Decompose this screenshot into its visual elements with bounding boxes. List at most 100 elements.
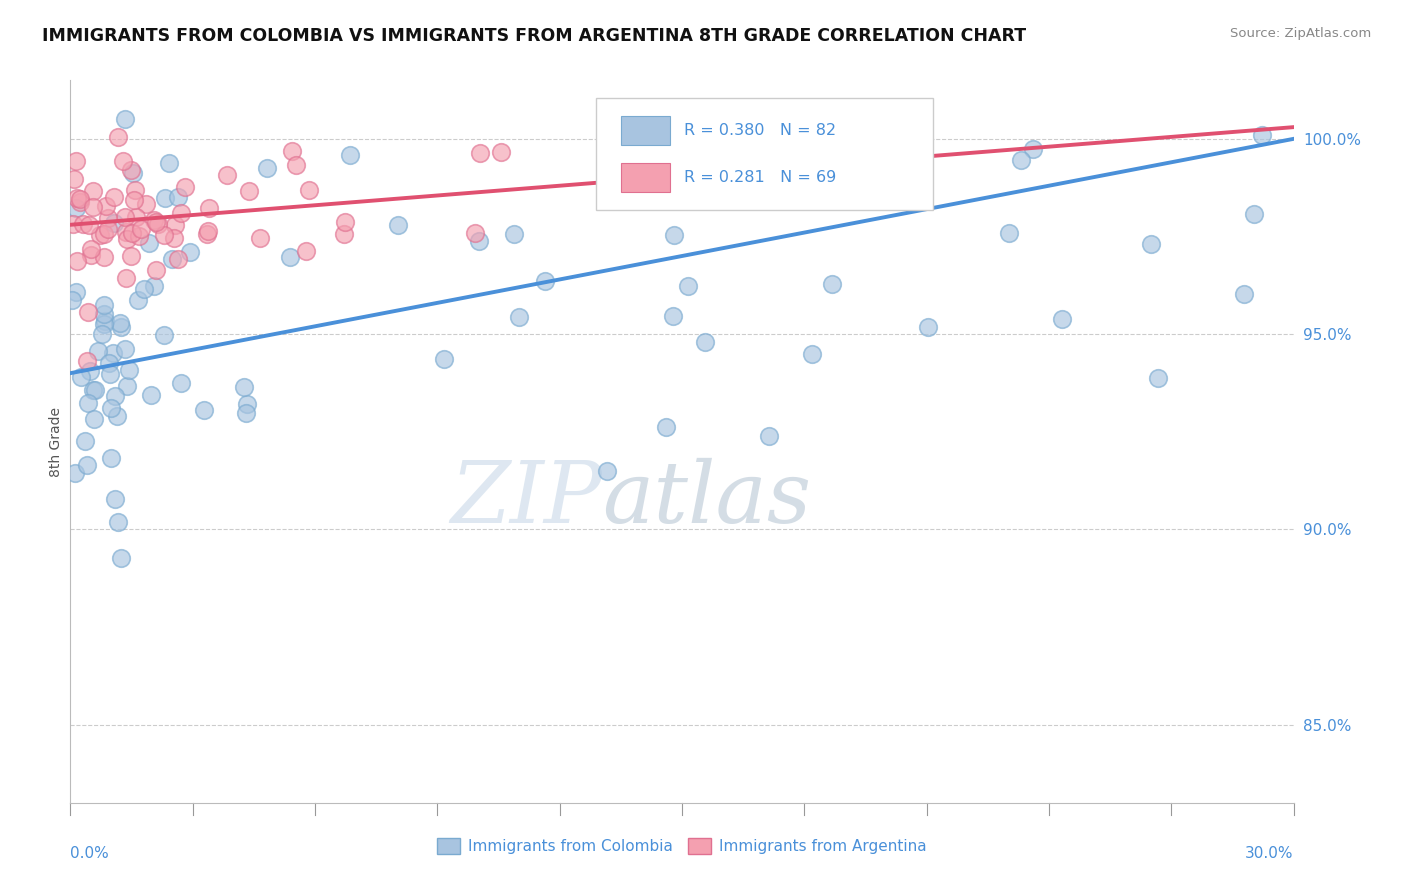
Point xyxy=(256,161,278,176)
Point xyxy=(114,211,136,225)
Text: IMMIGRANTS FROM COLOMBIA VS IMMIGRANTS FROM ARGENTINA 8TH GRADE CORRELATION CHAR: IMMIGRANTS FROM COLOMBIA VS IMMIGRANTS F… xyxy=(42,27,1026,45)
Point xyxy=(100,401,122,416)
Point xyxy=(114,225,136,239)
Point xyxy=(124,210,146,224)
Point xyxy=(103,216,125,230)
Point xyxy=(100,450,122,465)
Point xyxy=(170,376,193,390)
Text: R = 0.281   N = 69: R = 0.281 N = 69 xyxy=(685,170,837,186)
Point xyxy=(174,180,197,194)
Point xyxy=(1251,128,1274,143)
Point xyxy=(153,191,176,205)
Point xyxy=(163,230,186,244)
Point xyxy=(179,245,201,260)
Point xyxy=(508,310,530,324)
Point xyxy=(468,235,491,249)
Point xyxy=(1010,153,1032,167)
Point xyxy=(249,231,271,245)
Point xyxy=(145,263,167,277)
Point xyxy=(153,228,176,243)
Point xyxy=(127,293,149,308)
Point xyxy=(108,316,131,330)
Point xyxy=(866,113,889,128)
Point xyxy=(1146,371,1168,385)
Point xyxy=(62,217,84,231)
Point xyxy=(80,248,103,262)
Point xyxy=(73,434,96,449)
Point xyxy=(97,221,120,235)
Point xyxy=(998,226,1021,240)
Point xyxy=(1050,312,1073,326)
Point xyxy=(129,222,152,236)
Point xyxy=(120,162,142,177)
Y-axis label: 8th Grade: 8th Grade xyxy=(49,407,63,476)
Point xyxy=(596,464,619,478)
Point xyxy=(65,154,87,169)
Point xyxy=(433,351,456,366)
Point xyxy=(810,164,832,178)
Point xyxy=(197,201,219,215)
Point xyxy=(238,185,260,199)
Point xyxy=(235,397,257,411)
Point xyxy=(1022,142,1045,156)
Point xyxy=(110,550,132,565)
Point xyxy=(79,364,101,378)
Point xyxy=(233,380,256,394)
Point xyxy=(114,342,136,356)
Point xyxy=(166,189,188,203)
FancyBboxPatch shape xyxy=(596,98,932,211)
Point xyxy=(166,252,188,266)
Point xyxy=(63,172,86,186)
Point xyxy=(112,154,135,169)
Point xyxy=(83,411,105,425)
Point xyxy=(69,195,91,210)
Point xyxy=(1243,207,1265,221)
Point xyxy=(298,183,321,197)
Point xyxy=(114,112,136,127)
Legend: Immigrants from Colombia, Immigrants from Argentina: Immigrants from Colombia, Immigrants fro… xyxy=(432,832,932,860)
Point xyxy=(606,165,628,179)
Point xyxy=(662,227,685,242)
Point xyxy=(69,370,91,384)
Point xyxy=(655,420,678,434)
Text: 30.0%: 30.0% xyxy=(1246,847,1294,861)
Point xyxy=(122,193,145,207)
Point xyxy=(77,395,100,409)
Point xyxy=(333,215,356,229)
Point xyxy=(93,317,115,331)
Point xyxy=(464,226,486,240)
Point xyxy=(87,343,110,358)
Point xyxy=(711,155,734,169)
Point xyxy=(193,403,215,417)
Point xyxy=(91,327,114,342)
Text: ZIP: ZIP xyxy=(450,458,602,541)
Point xyxy=(120,249,142,263)
Point xyxy=(115,378,138,392)
Point xyxy=(856,112,879,127)
Point xyxy=(758,428,780,442)
Point xyxy=(1233,287,1256,301)
Point xyxy=(134,282,156,296)
Point xyxy=(65,202,87,216)
Point xyxy=(603,159,626,173)
Point xyxy=(724,188,747,202)
Point xyxy=(676,278,699,293)
Point xyxy=(503,227,526,241)
Point xyxy=(101,346,124,360)
Point xyxy=(141,388,163,402)
Point xyxy=(114,271,136,285)
Point xyxy=(142,278,165,293)
Point xyxy=(142,213,165,227)
Point xyxy=(93,227,115,241)
Point xyxy=(534,274,557,288)
Point xyxy=(65,285,87,299)
Point xyxy=(77,219,100,233)
Point xyxy=(145,215,167,229)
Point xyxy=(662,309,685,323)
Point xyxy=(160,252,183,266)
Point xyxy=(107,515,129,529)
Point xyxy=(66,191,89,205)
Text: Source: ZipAtlas.com: Source: ZipAtlas.com xyxy=(1230,27,1371,40)
Point xyxy=(107,129,129,144)
Point xyxy=(235,406,257,420)
